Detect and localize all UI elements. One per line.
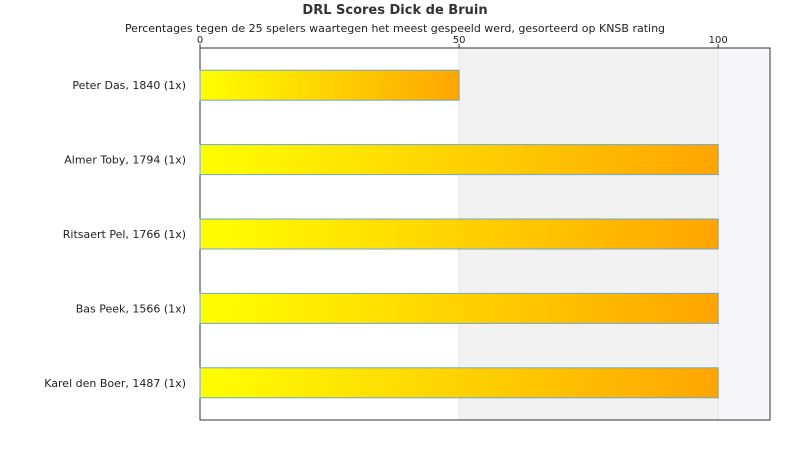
category-label: Ritsaert Pel, 1766 (1x) <box>63 228 186 241</box>
category-label: Karel den Boer, 1487 (1x) <box>44 377 186 390</box>
x-tick-label: 100 <box>709 35 728 46</box>
category-label: Almer Toby, 1794 (1x) <box>64 154 186 167</box>
x-tick-label: 0 <box>197 35 203 46</box>
chart-subtitle: Percentages tegen de 25 spelers waartege… <box>124 22 666 35</box>
x-tick-label: 50 <box>453 35 466 46</box>
bar <box>199 367 719 399</box>
category-label: Peter Das, 1840 (1x) <box>72 79 186 92</box>
bar <box>199 69 460 101</box>
chart-title: DRL Scores Dick de Bruin <box>302 3 488 18</box>
bar <box>199 144 719 176</box>
bar <box>199 218 719 250</box>
category-label: Bas Peek, 1566 (1x) <box>76 302 186 315</box>
grid-band <box>718 48 770 420</box>
bar <box>199 292 719 324</box>
